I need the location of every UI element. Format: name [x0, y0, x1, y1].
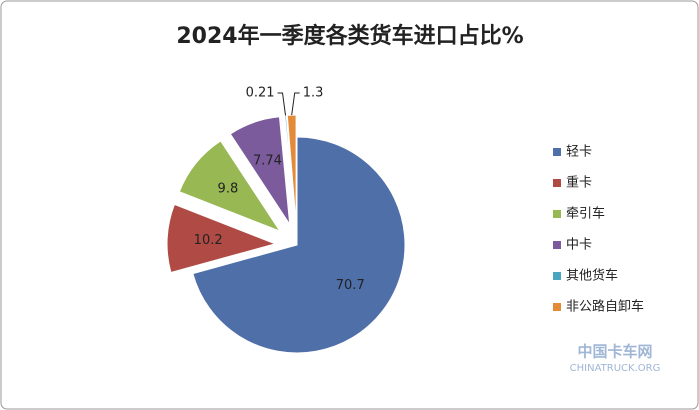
chart-title: 2024年一季度各类货车进口占比% [176, 23, 523, 49]
pie-slice [192, 136, 406, 354]
watermark-site: CHINATRUCK.ORG [570, 363, 661, 374]
data-label: 10.2 [194, 233, 223, 248]
leader-line [291, 92, 300, 116]
data-label: 1.3 [303, 86, 324, 101]
legend-swatch [553, 303, 561, 311]
legend-swatch [553, 148, 561, 156]
legend-label: 非公路自卸车 [566, 299, 644, 315]
legend-swatch [553, 179, 561, 187]
watermark-name: 中国卡车网 [577, 343, 652, 361]
data-label: 0.21 [246, 86, 275, 101]
legend-label: 牵引车 [566, 206, 605, 222]
legend-swatch [553, 210, 561, 218]
pie-slice [229, 116, 291, 225]
data-label: 9.8 [218, 181, 239, 196]
pie-slice [178, 140, 282, 233]
legend-swatch [553, 272, 561, 280]
legend-swatch [553, 241, 561, 249]
pie-slice [166, 203, 277, 274]
data-label: 70.7 [336, 278, 365, 293]
legend-label: 中卡 [566, 238, 592, 253]
data-label: 7.74 [253, 154, 282, 169]
leader-line [277, 92, 287, 116]
legend-label: 其他货车 [566, 268, 618, 284]
legend-label: 重卡 [566, 175, 592, 191]
legend-label: 轻卡 [566, 145, 592, 160]
